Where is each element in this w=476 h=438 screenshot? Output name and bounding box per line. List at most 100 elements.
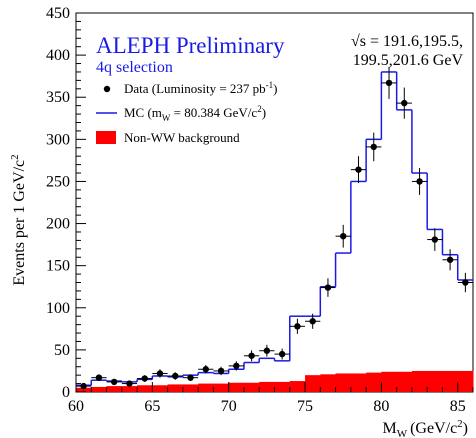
background-bin: [152, 385, 169, 392]
data-point: [228, 361, 244, 371]
data-marker: [385, 79, 393, 87]
data-point: [289, 318, 306, 334]
data-point: [213, 366, 229, 376]
data-marker: [263, 347, 271, 354]
y-axis-label: Events per 1 GeV/c2: [9, 154, 28, 285]
x-tick-label: 75: [297, 398, 313, 415]
y-tick-label: 400: [46, 47, 70, 64]
data-marker: [156, 370, 164, 377]
background-bin: [289, 381, 306, 392]
data-marker: [401, 99, 408, 107]
axis-ticks: 60 65 70 75 80 85 0 50 100 150 200 250 300 350 400 450: [46, 5, 474, 415]
background-bin: [76, 387, 92, 392]
data-point: [91, 374, 107, 382]
y-tick-label: 350: [46, 89, 70, 106]
data-point: [411, 167, 428, 195]
background-bin: [243, 382, 260, 392]
data-point: [182, 374, 199, 382]
x-axis-label: MW (GeV/c2): [382, 418, 468, 438]
energy-label-line1: √s = 191.6,195.5,: [351, 33, 463, 50]
data-marker: [309, 318, 316, 325]
x-tick-label: 85: [450, 398, 466, 415]
data-marker: [446, 256, 454, 263]
legend-background-swatch: [96, 131, 116, 144]
x-tick-label: 65: [144, 398, 160, 415]
legend-background-label: Non-WW background: [124, 130, 240, 145]
data-points: [76, 66, 473, 390]
data-marker: [462, 279, 469, 286]
data-marker: [126, 380, 133, 387]
background-bin: [305, 375, 321, 392]
data-marker: [233, 362, 240, 370]
background-bin: [366, 372, 382, 392]
chart-subtitle: 4q selection: [96, 59, 173, 76]
data-point: [198, 365, 214, 374]
data-point: [167, 372, 183, 380]
data-point: [381, 66, 397, 99]
background-bin: [106, 386, 123, 392]
background-bin: [396, 371, 413, 392]
background-bin: [91, 386, 108, 392]
data-point: [350, 156, 367, 184]
data-point: [152, 369, 168, 378]
data-marker: [340, 232, 347, 240]
x-tick-label: 80: [373, 398, 389, 415]
x-tick-label: 60: [68, 398, 84, 415]
data-marker: [217, 367, 225, 375]
legend-data-label: Data (Luminosity = 237 pb-1): [124, 80, 278, 96]
y-tick-label: 250: [46, 173, 70, 190]
data-point: [106, 378, 122, 386]
data-point: [442, 249, 458, 271]
data-marker: [370, 143, 377, 151]
y-tick-label: 50: [54, 342, 70, 359]
background-bin: [228, 382, 245, 392]
data-marker: [80, 382, 87, 390]
y-tick-label: 300: [46, 131, 70, 148]
y-tick-label: 200: [46, 216, 70, 233]
background-bin: [320, 374, 337, 392]
data-point: [366, 132, 382, 162]
data-marker: [294, 323, 301, 330]
y-tick-label: 150: [46, 258, 70, 275]
data-marker: [355, 166, 362, 173]
background-bin: [427, 370, 443, 392]
legend-mc-label: MC (mW = 80.384 GeV/c2): [124, 104, 266, 123]
background-bin: [259, 381, 275, 392]
data-point: [320, 278, 336, 297]
energy-label-line2: 199.5,201.6 GeV: [353, 52, 464, 69]
data-point: [274, 348, 290, 360]
data-point: [243, 350, 260, 362]
data-point: [335, 224, 351, 248]
legend-data-marker: [103, 85, 111, 93]
background-histogram: [76, 370, 474, 392]
data-marker: [431, 236, 439, 243]
background-bin: [167, 384, 184, 392]
background-bin: [411, 370, 428, 392]
background-bin: [335, 373, 352, 392]
data-marker: [202, 366, 209, 373]
data-marker: [416, 178, 423, 185]
legend: Data (Luminosity = 237 pb-1) MC (mW = 80…: [96, 80, 278, 145]
background-bin: [213, 383, 230, 392]
data-point: [121, 380, 138, 387]
x-tick-label: 70: [221, 398, 237, 415]
data-marker: [141, 375, 148, 382]
data-marker: [95, 374, 103, 381]
background-bin: [442, 370, 459, 392]
chart-title: ALEPH Preliminary: [96, 33, 285, 58]
background-bin: [121, 386, 138, 392]
data-point: [76, 382, 92, 390]
data-point: [259, 344, 275, 357]
background-bin: [198, 383, 214, 392]
data-marker: [324, 284, 332, 291]
data-marker: [248, 352, 255, 359]
background-bin: [381, 371, 398, 392]
background-bin: [137, 385, 153, 392]
data-marker: [110, 378, 118, 386]
data-point: [305, 313, 321, 329]
data-marker: [187, 374, 194, 381]
y-tick-label: 450: [46, 5, 70, 22]
data-point: [457, 272, 473, 293]
y-tick-label: 0: [62, 384, 70, 401]
